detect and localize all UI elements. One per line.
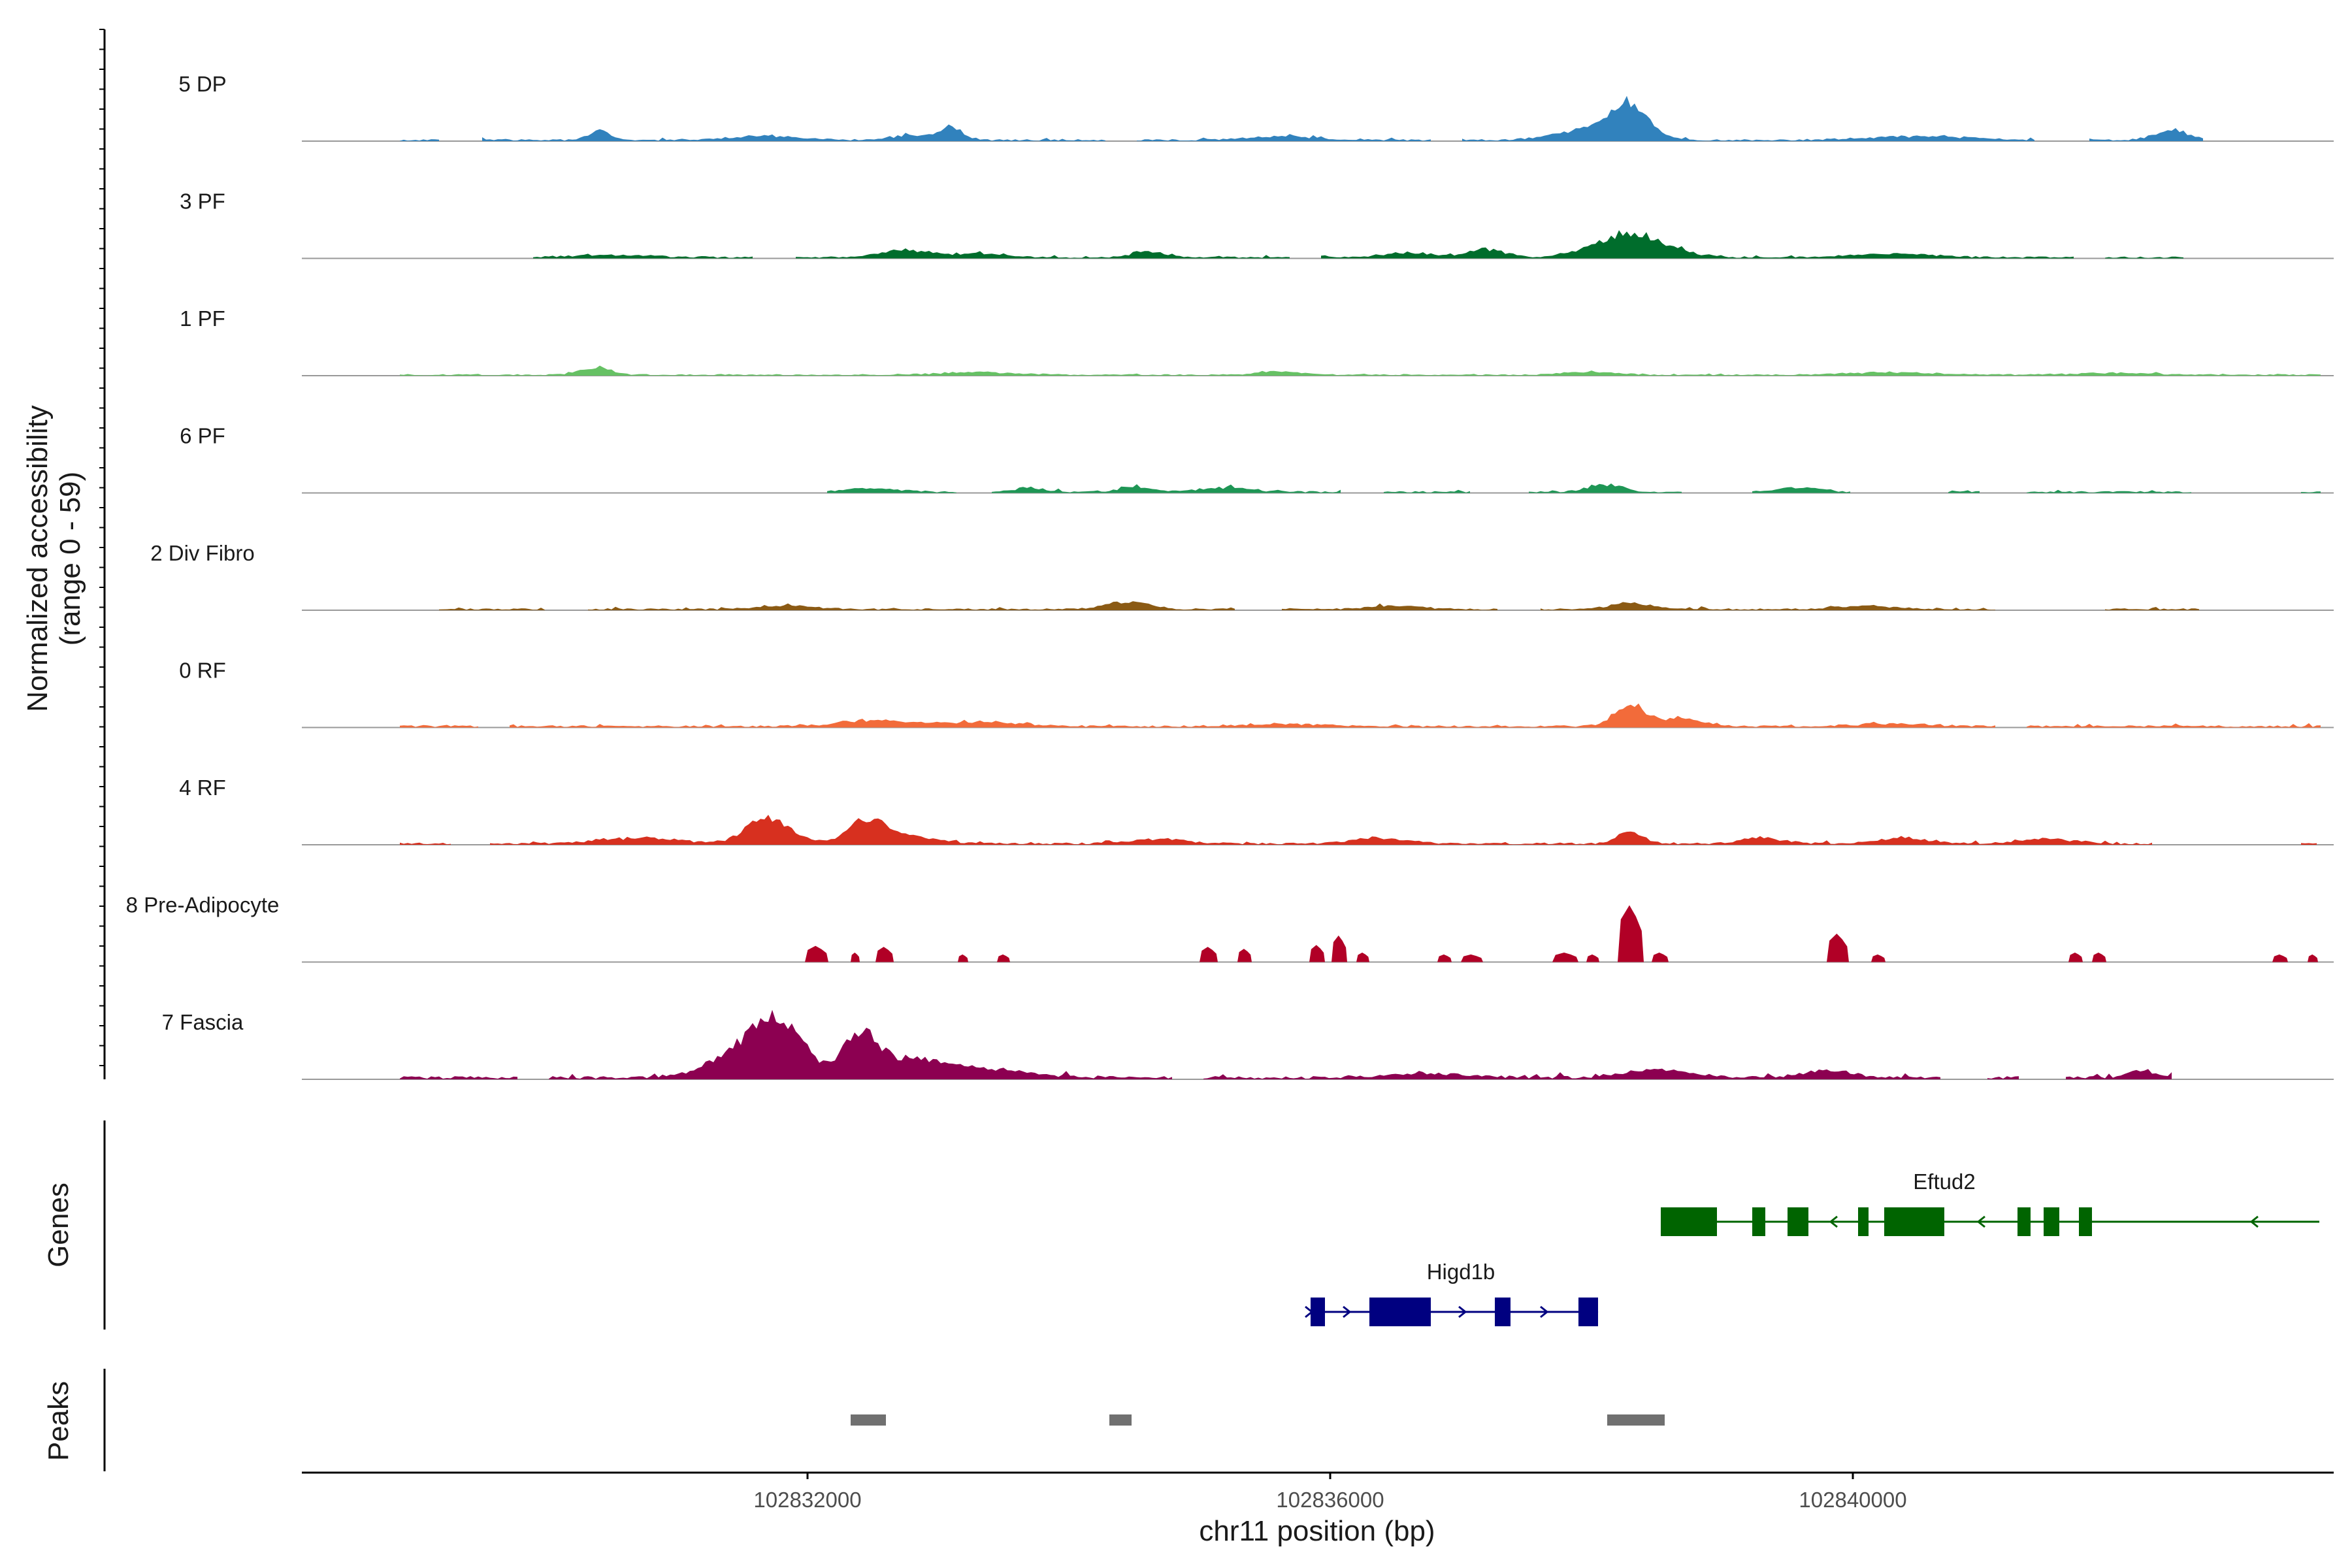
gene-exon — [1788, 1207, 1808, 1236]
coverage-block — [1200, 947, 1218, 962]
track-label: 3 PF — [180, 189, 225, 214]
coverage-area — [400, 815, 2317, 845]
track-5-dp: 5 DP — [178, 72, 2334, 142]
peak-region-bar — [1109, 1414, 1132, 1426]
track-3-pf: 3 PF — [180, 189, 2334, 259]
coverage-block — [851, 953, 860, 962]
coverage-block — [1309, 945, 1325, 962]
coverage-block — [958, 954, 968, 962]
coverage-area — [439, 601, 2199, 610]
gene-eftud2: Eftud2 — [1661, 1169, 2319, 1236]
track-label: 1 PF — [180, 306, 225, 331]
coverage-area — [827, 483, 2321, 493]
gene-exon — [1311, 1298, 1325, 1326]
y-axis-title-line2: (range 0 - 59) — [54, 472, 86, 646]
gene-exon — [1661, 1207, 1717, 1236]
coverage-block — [1827, 934, 1849, 962]
gene-exon — [1858, 1207, 1869, 1236]
peak-region-bar — [1607, 1414, 1665, 1426]
coverage-block — [1237, 949, 1252, 962]
coverage-block — [1871, 954, 1886, 962]
coverage-block — [1461, 954, 1483, 962]
coverage-area — [400, 365, 2321, 376]
track-2-div-fibro: 2 Div Fibro — [150, 541, 2334, 611]
y-axis-title-line1: Normalized accessibility — [22, 405, 54, 711]
peak-regions — [851, 1414, 1665, 1426]
strand-arrow — [2249, 1215, 2259, 1228]
strand-arrow — [1976, 1215, 1985, 1228]
track-label: 7 Fascia — [162, 1010, 244, 1034]
x-tick-label: 102836000 — [1276, 1488, 1384, 1512]
coverage-y-ticks — [99, 29, 105, 1066]
gene-higd1b: Higd1b — [1305, 1260, 1599, 1326]
x-axis-ticks: 102832000 102836000 102840000 — [753, 1473, 1907, 1512]
coverage-area — [400, 1009, 2172, 1079]
y-axis-title: Normalized accessibility (range 0 - 59) — [22, 405, 86, 711]
gene-exon — [1495, 1298, 1511, 1326]
coverage-tracks: 5 DP 3 PF 1 PF 6 PF 2 Div Fibro 0 RF 4 RF 8 Pre… — [126, 72, 2334, 1080]
track-0-rf: 0 RF — [179, 659, 2334, 728]
gene-label: Higd1b — [1427, 1260, 1495, 1284]
strand-arrow — [1343, 1305, 1352, 1318]
coverage-block — [2068, 953, 2083, 962]
coverage-block — [1356, 953, 1369, 962]
track-1-pf: 1 PF — [180, 306, 2334, 376]
gene-annotations: Eftud2 Higd1b — [1305, 1169, 2319, 1326]
peak-region-bar — [851, 1414, 886, 1426]
coverage-block — [2092, 953, 2106, 962]
coverage-block — [1552, 953, 1578, 962]
strand-arrow — [1829, 1215, 1838, 1228]
x-tick-label: 102840000 — [1799, 1488, 1906, 1512]
track-7-fascia: 7 Fascia — [162, 1009, 2334, 1080]
coverage-block — [997, 954, 1010, 962]
track-label: 0 RF — [179, 659, 226, 683]
track-8-pre-adipocyte: 8 Pre-Adipocyte — [126, 893, 2334, 963]
genes-panel-label: Genes — [42, 1183, 74, 1267]
track-label: 5 DP — [178, 72, 226, 96]
gene-label: Eftud2 — [1913, 1169, 1975, 1194]
coverage-block — [2272, 954, 2288, 962]
coverage-block — [805, 945, 828, 962]
x-tick-label: 102832000 — [753, 1488, 861, 1512]
gene-exon — [2044, 1207, 2059, 1236]
track-label: 6 PF — [180, 424, 225, 448]
strand-arrow — [1458, 1305, 1467, 1318]
coverage-block — [1437, 954, 1452, 962]
gene-exon — [1752, 1207, 1765, 1236]
track-6-pf: 6 PF — [180, 424, 2334, 494]
strand-arrow — [1540, 1305, 1549, 1318]
coverage-block — [2308, 954, 2318, 962]
track-4-rf: 4 RF — [179, 776, 2334, 845]
coverage-area — [400, 95, 2203, 141]
peaks-panel-label: Peaks — [42, 1381, 74, 1461]
gene-exon — [1578, 1298, 1598, 1326]
gene-exon — [2017, 1207, 2031, 1236]
coverage-block — [1586, 954, 1599, 962]
coverage-area — [400, 703, 2321, 728]
coverage-block — [1618, 905, 1644, 962]
coverage-block — [1652, 953, 1669, 962]
coverage-area — [533, 230, 2183, 259]
track-label: 4 RF — [179, 776, 226, 800]
track-label: 8 Pre-Adipocyte — [126, 893, 280, 917]
gene-exon — [1884, 1207, 1944, 1236]
gene-exon — [2079, 1207, 2092, 1236]
track-label: 2 Div Fibro — [150, 541, 255, 565]
coverage-block — [1331, 935, 1347, 962]
gene-exon — [1369, 1298, 1431, 1326]
x-axis-title: chr11 position (bp) — [1199, 1515, 1435, 1547]
coverage-block — [875, 947, 894, 962]
